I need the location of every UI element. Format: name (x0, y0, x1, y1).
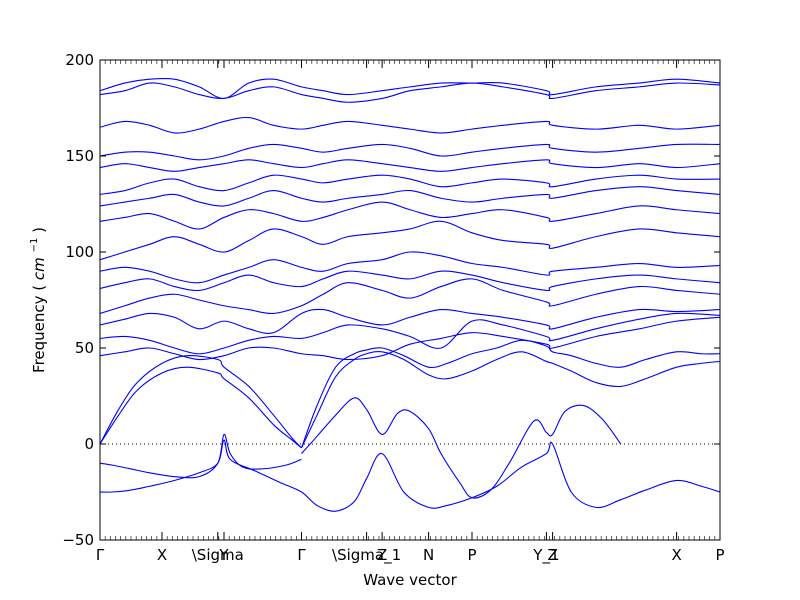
x-tick-label: Z (547, 546, 557, 564)
plot-frame (99, 59, 721, 541)
high-symmetry-lines (99, 60, 721, 540)
band-line-12 (100, 270, 720, 292)
band-line-17 (100, 174, 720, 195)
y-tick-label: 50 (75, 339, 94, 357)
y-tick-label: −50 (62, 531, 94, 549)
x-axis-label: Wave vector (363, 571, 457, 589)
band-line-3 (301, 397, 622, 499)
y-axis-label-unit-exponent: −1 (29, 238, 40, 253)
x-tick-label: Γ (96, 546, 105, 564)
y-axis-label-open-paren: ( (30, 285, 48, 291)
x-tick-label: N (423, 546, 434, 564)
y-tick-label: 0 (84, 435, 94, 453)
x-tick-label: Z (377, 546, 387, 564)
band-line-21 (100, 82, 720, 103)
band-line-8 (100, 316, 720, 361)
y-axis-label-close-paren: ) (30, 227, 48, 233)
band-line-20 (100, 116, 720, 134)
band-line-18 (100, 159, 720, 172)
x-tick-label: P (715, 546, 724, 564)
y-tick-label: 100 (65, 243, 94, 261)
band-line-22 (100, 77, 720, 99)
y-axis-ticks: −50 0 50 100 150 200 (62, 51, 720, 549)
x-tick-label: \Sigma_1 (332, 546, 401, 565)
band-line-6 (301, 351, 720, 449)
x-tick-label: \Sigma (192, 546, 244, 564)
y-tick-label: 150 (65, 147, 94, 165)
band-line-13 (100, 251, 720, 284)
band-line-10 (100, 308, 720, 334)
band-line-16 (100, 186, 720, 207)
band-line-14 (100, 220, 720, 261)
band-line-5 (100, 366, 302, 449)
x-tick-label: Γ (297, 546, 306, 564)
x-tick-label: P (467, 546, 476, 564)
band-line-11 (100, 278, 720, 315)
x-tick-label: X (157, 546, 167, 564)
band-line-4 (100, 355, 302, 449)
y-axis-label-text: Frequency (30, 295, 48, 373)
band-line-2 (100, 433, 302, 479)
x-tick-label: Y (218, 546, 229, 564)
x-tick-label: Y_1 (532, 546, 559, 565)
band-line-7 (300, 339, 720, 449)
y-axis-label: Frequency ( cm −1 ) (23, 227, 48, 373)
band-line-9 (100, 312, 720, 355)
x-axis-minor-ticks (99, 60, 721, 540)
x-tick-label: X (671, 546, 681, 564)
band-line-15 (100, 201, 720, 230)
band-line-1 (100, 439, 720, 512)
y-tick-label: 200 (65, 51, 94, 69)
band-series-group (100, 77, 720, 512)
band-line-19 (100, 143, 720, 161)
y-axis-label-unit: cm (30, 257, 48, 280)
